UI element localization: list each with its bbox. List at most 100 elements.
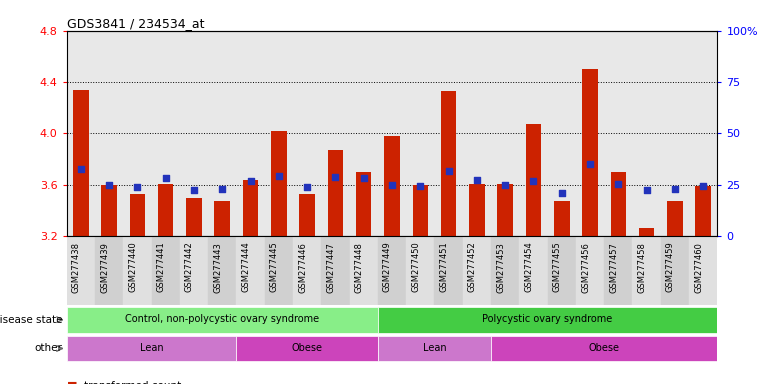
Point [584,161,597,167]
Bar [208,236,237,305]
Bar [356,172,372,236]
Bar [293,236,321,305]
Bar [633,236,661,305]
Text: GSM277452: GSM277452 [468,242,477,293]
Bar [491,31,519,236]
Text: GSM277445: GSM277445 [270,242,279,293]
Bar [321,31,350,236]
Bar [123,236,151,305]
Text: other: other [34,343,63,354]
Text: ■: ■ [67,381,77,384]
Bar [576,31,604,236]
Point [187,187,200,193]
Bar [243,180,258,236]
Bar [695,186,711,236]
Text: GSM277444: GSM277444 [241,242,251,293]
Bar [265,31,293,236]
Bar [611,172,626,236]
Point [641,187,653,193]
Point [470,177,483,183]
Text: GSM277442: GSM277442 [185,242,194,293]
Bar [293,31,321,236]
Point [527,178,539,184]
Point [329,174,342,180]
Bar [441,91,456,236]
Bar [378,307,717,333]
Point [612,180,625,187]
Bar [639,228,655,236]
Point [301,184,314,190]
Bar [123,31,151,236]
Text: GSM277439: GSM277439 [100,242,109,293]
Bar [350,236,378,305]
Text: GSM277457: GSM277457 [609,242,619,293]
Bar [554,202,569,236]
Bar [661,31,689,236]
Text: GSM277438: GSM277438 [72,242,81,293]
Point [556,189,568,195]
Text: Obese: Obese [589,343,619,353]
Bar [237,236,265,305]
Point [499,182,511,188]
Point [273,173,285,179]
Bar [497,184,513,236]
Bar [526,124,541,236]
Point [74,166,87,172]
Text: Lean: Lean [140,343,163,353]
Bar [321,236,350,305]
Point [159,175,172,182]
Bar [384,136,400,236]
Bar [95,31,123,236]
Bar [378,236,406,305]
Text: GSM277440: GSM277440 [129,242,137,293]
Bar [67,336,237,361]
Bar [519,31,547,236]
Bar [547,236,576,305]
Bar [101,185,117,236]
Point [358,175,370,182]
Point [414,183,426,189]
Bar [215,202,230,236]
Bar [299,194,315,236]
Bar [604,236,633,305]
Bar [661,236,689,305]
Bar [158,184,173,236]
Bar [633,31,661,236]
Point [442,167,455,174]
Bar [237,336,378,361]
Text: Polycystic ovary syndrome: Polycystic ovary syndrome [482,314,613,324]
Bar [689,31,717,236]
Point [216,185,228,192]
Text: Obese: Obese [292,343,323,353]
Text: GSM277459: GSM277459 [666,242,675,293]
Text: GSM277453: GSM277453 [496,242,505,293]
Text: Control, non-polycystic ovary syndrome: Control, non-polycystic ovary syndrome [125,314,319,324]
Text: GDS3841 / 234534_at: GDS3841 / 234534_at [67,17,204,30]
Point [245,178,257,184]
Bar [328,150,343,236]
Bar [67,236,95,305]
Bar [547,31,576,236]
Point [103,182,115,188]
Bar [406,236,434,305]
Text: GSM277449: GSM277449 [383,242,392,293]
Bar [378,31,406,236]
Text: disease state: disease state [0,314,63,325]
Bar [469,184,485,236]
Bar [180,31,208,236]
Bar [519,236,547,305]
Bar [265,236,293,305]
Text: GSM277446: GSM277446 [298,242,307,293]
Text: GSM277443: GSM277443 [213,242,222,293]
Bar [73,90,89,236]
Text: GSM277447: GSM277447 [326,242,336,293]
Text: GSM277454: GSM277454 [524,242,533,293]
Text: transformed count: transformed count [84,381,181,384]
Bar [271,131,287,236]
Bar [67,31,95,236]
Bar [237,31,265,236]
Bar [434,31,463,236]
Bar [151,31,180,236]
Bar [186,198,201,236]
Point [669,185,681,192]
